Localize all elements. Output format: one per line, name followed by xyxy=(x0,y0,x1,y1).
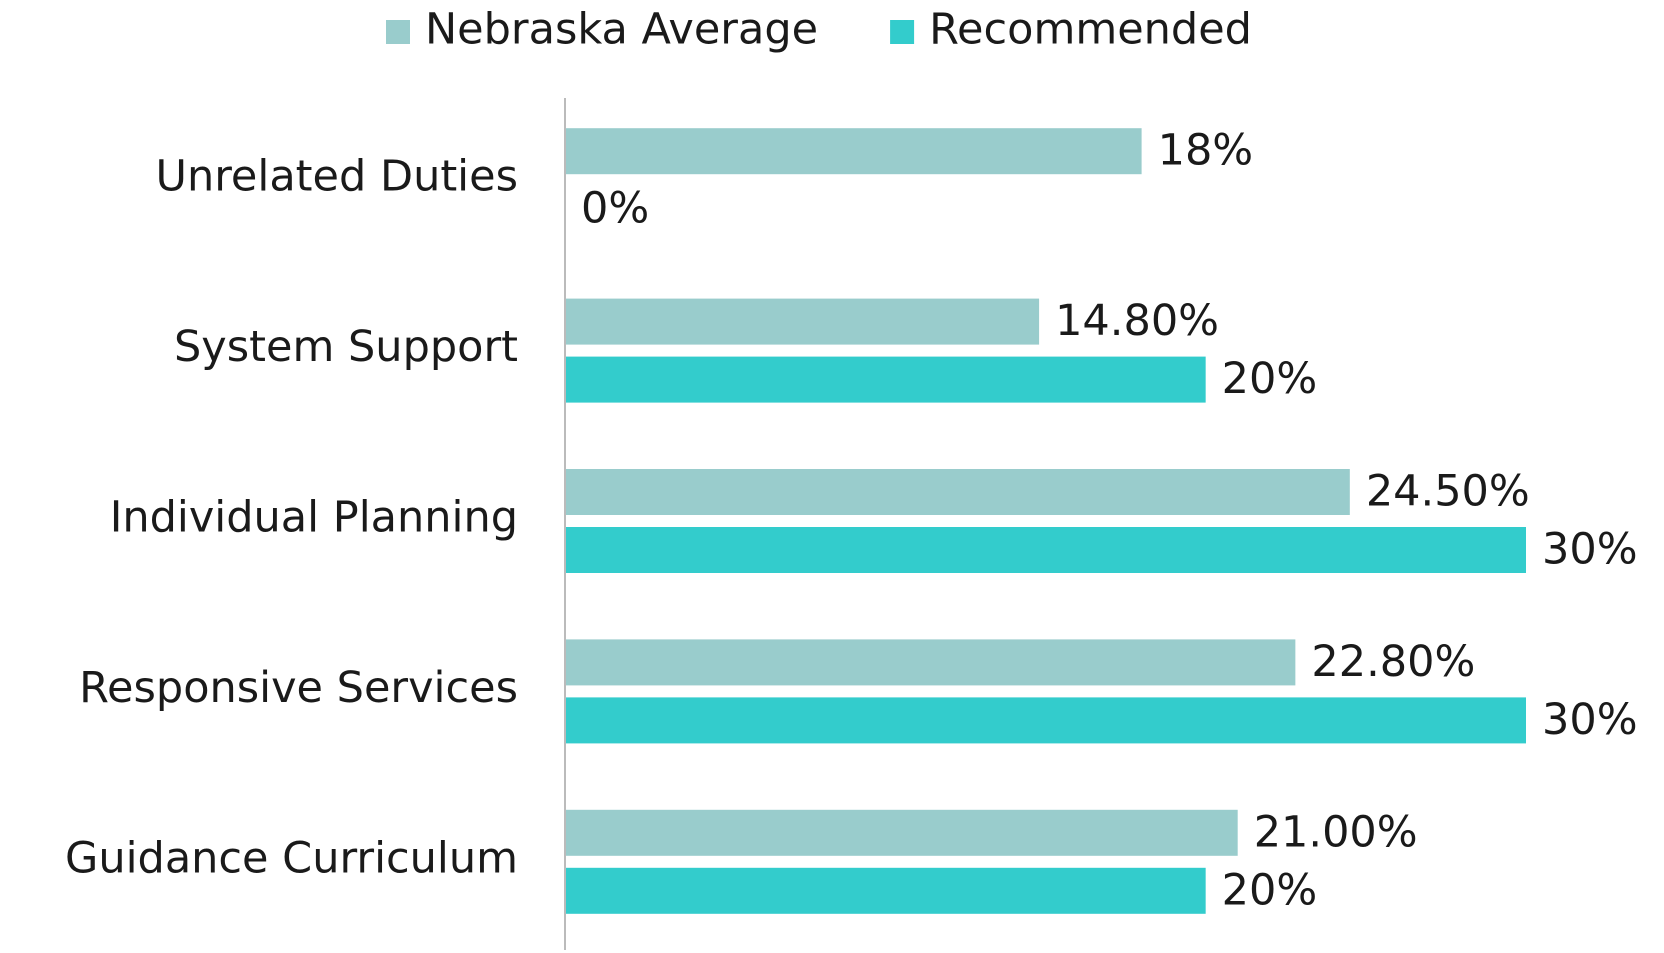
bar xyxy=(565,298,1040,345)
bar xyxy=(565,809,1238,856)
data-label: 30% xyxy=(1542,525,1638,575)
legend-swatch xyxy=(386,20,410,44)
legend-label: Nebraska Average xyxy=(425,5,818,55)
legend-swatch xyxy=(890,20,915,44)
data-label: 20% xyxy=(1222,354,1318,404)
bar xyxy=(565,128,1142,175)
bar xyxy=(565,469,1350,515)
data-label: 21.00% xyxy=(1254,807,1418,857)
y-tick-label: Unrelated Duties xyxy=(155,152,518,202)
y-tick-label: Individual Planning xyxy=(110,493,518,543)
data-label: 0% xyxy=(581,184,649,234)
bar xyxy=(565,527,1526,573)
data-label: 24.50% xyxy=(1366,467,1530,517)
y-tick-label: Guidance Curriculum xyxy=(65,833,518,883)
legend-label: Recommended xyxy=(929,5,1252,55)
bar xyxy=(565,697,1526,744)
bar xyxy=(565,356,1206,403)
y-tick-label: Responsive Services xyxy=(79,663,518,713)
bar xyxy=(565,639,1296,686)
data-label: 22.80% xyxy=(1311,637,1475,687)
data-label: 20% xyxy=(1222,865,1318,915)
data-label: 14.80% xyxy=(1055,296,1219,346)
y-tick-label: System Support xyxy=(174,322,518,372)
data-label: 30% xyxy=(1542,695,1638,745)
data-label: 18% xyxy=(1158,126,1254,176)
bar xyxy=(565,867,1206,914)
